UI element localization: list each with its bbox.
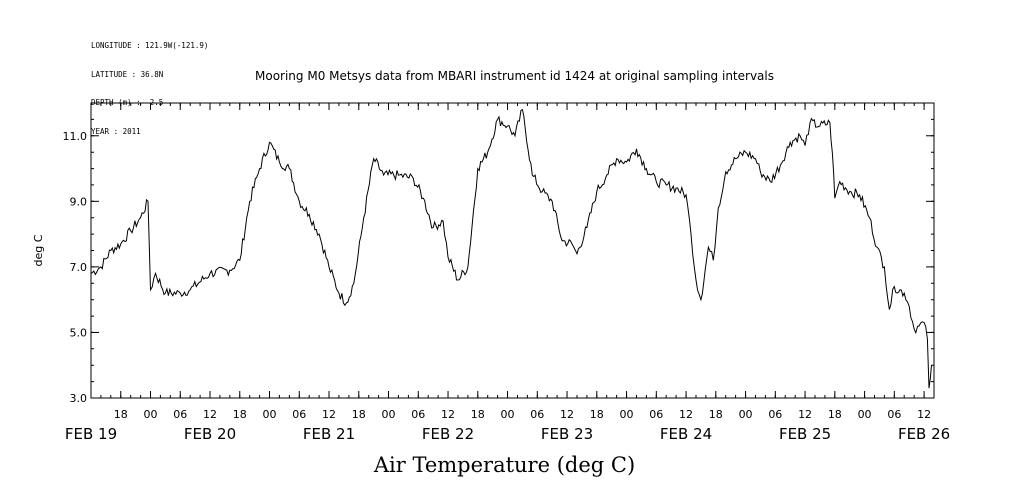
y-tick-label: 11.0 — [63, 130, 88, 143]
x-tick-label: 06 — [411, 408, 425, 421]
plot-frame — [90, 102, 935, 399]
x-date-label: FEB 21 — [303, 425, 355, 443]
latitude-text: LATITUDE : 36.8N — [91, 69, 164, 79]
x-tick-label: 12 — [917, 408, 931, 421]
x-tick-label: 06 — [887, 408, 901, 421]
x-tick-label: 00 — [620, 408, 634, 421]
chart-title: Mooring M0 Metsys data from MBARI instru… — [255, 69, 774, 83]
x-date-label: FEB 22 — [422, 425, 474, 443]
y-axis-label: deg C — [32, 234, 45, 266]
x-tick-label: 06 — [768, 408, 782, 421]
x-tick-label: 00 — [858, 408, 872, 421]
x-tick-label: 18 — [828, 408, 842, 421]
y-tick-label: 3.0 — [70, 392, 88, 405]
x-axis-title: Air Temperature (deg C) — [373, 453, 636, 477]
x-tick-label: 18 — [471, 408, 485, 421]
x-tick-label: 18 — [233, 408, 247, 421]
x-date-label: FEB 19 — [65, 425, 117, 443]
x-tick-label: 06 — [292, 408, 306, 421]
y-tick-label: 9.0 — [70, 195, 88, 208]
x-tick-label: 18 — [709, 408, 723, 421]
x-tick-label: 06 — [649, 408, 663, 421]
series-line — [90, 108, 932, 389]
x-tick-label: 12 — [322, 408, 336, 421]
x-date-label: FEB 24 — [660, 425, 712, 443]
x-tick-label: 06 — [173, 408, 187, 421]
x-date-label: FEB 23 — [541, 425, 593, 443]
x-tick-label: 12 — [441, 408, 455, 421]
y-minor-ticks — [91, 102, 934, 399]
x-minor-ticks — [90, 103, 935, 398]
x-tick-label: 00 — [382, 408, 396, 421]
x-date-label: FEB 25 — [779, 425, 831, 443]
x-tick-label: 00 — [739, 408, 753, 421]
x-tick-label: 06 — [530, 408, 544, 421]
x-tick-label: 18 — [590, 408, 604, 421]
x-tick-label: 12 — [203, 408, 217, 421]
x-tick-label: 12 — [798, 408, 812, 421]
x-tick-label: 00 — [144, 408, 158, 421]
x-tick-label: 18 — [114, 408, 128, 421]
year-text: YEAR : 2011 — [91, 126, 141, 136]
longitude-text: LONGITUDE : 121.9W(-121.9) — [91, 41, 209, 50]
x-tick-label: 18 — [352, 408, 366, 421]
x-tick-label: 12 — [560, 408, 574, 421]
x-tick-label: 00 — [501, 408, 515, 421]
x-tick-label: 12 — [679, 408, 693, 421]
x-tick-label: 00 — [263, 408, 277, 421]
x-date-label: FEB 26 — [898, 425, 950, 443]
y-tick-label: 5.0 — [70, 326, 88, 339]
y-tick-label: 7.0 — [70, 261, 88, 274]
x-date-label: FEB 20 — [184, 425, 236, 443]
